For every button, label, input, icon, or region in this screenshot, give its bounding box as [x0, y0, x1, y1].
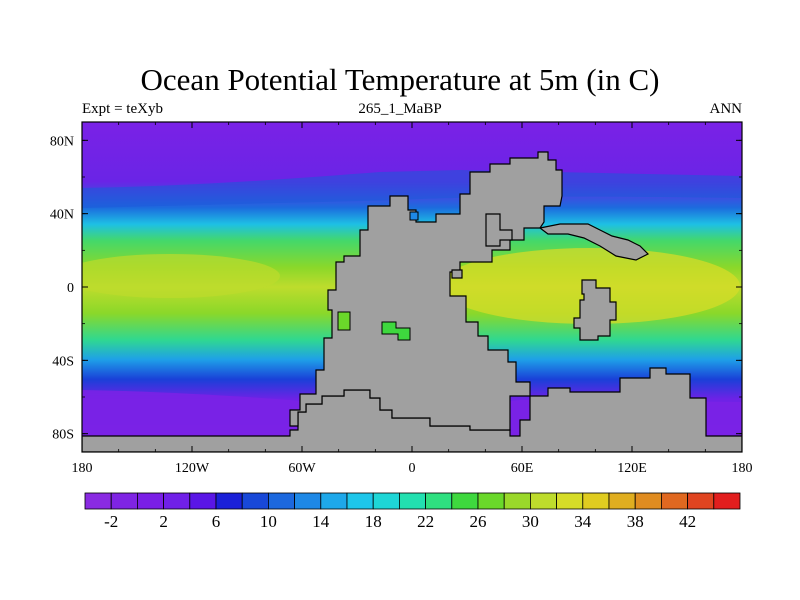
- y-tick-label: 80S: [52, 428, 74, 443]
- colorbar-swatch: [110, 492, 138, 510]
- colorbar-swatch: [425, 492, 453, 510]
- colorbar-label: 14: [312, 512, 330, 531]
- colorbar-swatch: [582, 492, 610, 510]
- northern-fragment: [485, 213, 513, 247]
- colorbar-label: 38: [627, 512, 644, 531]
- coastal-inlet: [337, 311, 351, 331]
- colorbar-swatch: [189, 492, 217, 510]
- x-tick-label: 120W: [175, 461, 210, 476]
- colorbar-swatch: [634, 492, 662, 510]
- colorbar-swatch: [163, 492, 191, 510]
- colorbar-swatch: [215, 492, 243, 510]
- colorbar-swatch: [530, 492, 558, 510]
- colorbar-swatch: [84, 492, 112, 510]
- colorbar-swatch: [713, 492, 741, 510]
- colorbar-label: -2: [104, 512, 118, 531]
- colorbar-label: 18: [365, 512, 382, 531]
- northern-lake: [409, 211, 419, 221]
- y-tick-label: 80N: [50, 134, 74, 149]
- colorbar-label: 10: [260, 512, 277, 531]
- colorbar-swatch: [294, 492, 322, 510]
- colorbar: -2 2 6 10 14 18 22 26 30 34 38 42: [84, 492, 741, 531]
- x-tick-label: 120E: [617, 461, 647, 476]
- colorbar-label: 26: [470, 512, 487, 531]
- colorbar-label: 34: [574, 512, 592, 531]
- colorbar-swatch: [661, 492, 689, 510]
- x-tick-label: 180: [732, 461, 753, 476]
- warm-band-west: [82, 254, 280, 298]
- x-tick-label: 0: [409, 461, 416, 476]
- colorbar-swatch: [346, 492, 374, 510]
- colorbar-swatch: [556, 492, 584, 510]
- eastern-arm: [538, 223, 650, 261]
- y-tick-label: 40N: [50, 208, 74, 223]
- northern-cool-band: [82, 170, 742, 208]
- land-masses: [82, 151, 742, 452]
- map-title: Ocean Potential Temperature at 5m (in C): [140, 62, 660, 97]
- colorbar-swatch: [398, 492, 426, 510]
- colorbar-swatch: [477, 492, 505, 510]
- x-tick-label: 60W: [288, 461, 316, 476]
- ocean-island: [573, 279, 617, 341]
- colorbar-swatch: [372, 492, 400, 510]
- colorbar-label: 2: [159, 512, 168, 531]
- small-island: [451, 269, 463, 279]
- colorbar-swatch: [503, 492, 531, 510]
- period-label: 265_1_MaBP: [358, 101, 442, 117]
- colorbar-label: 22: [417, 512, 434, 531]
- x-axis: 180 120W 60W 0 60E 120E 180: [72, 122, 753, 476]
- colorbar-swatch: [687, 492, 715, 510]
- season-label: ANN: [709, 101, 743, 117]
- colorbar-label: 30: [522, 512, 539, 531]
- inland-sea: [381, 321, 411, 341]
- colorbar-label: 42: [679, 512, 696, 531]
- colorbar-label: 6: [212, 512, 221, 531]
- experiment-label: Expt = teXyb: [82, 101, 163, 117]
- colorbar-swatch: [451, 492, 479, 510]
- y-tick-label: 40S: [52, 354, 74, 369]
- colorbar-swatch: [608, 492, 636, 510]
- colorbar-swatch: [320, 492, 348, 510]
- y-tick-label: 0: [67, 281, 74, 296]
- colorbar-swatch: [136, 492, 164, 510]
- x-tick-label: 60E: [511, 461, 534, 476]
- colorbar-swatch: [241, 492, 269, 510]
- y-axis: 80N 40N 0 40S 80S: [50, 134, 742, 443]
- x-tick-label: 180: [72, 461, 93, 476]
- colorbar-swatch: [267, 492, 295, 510]
